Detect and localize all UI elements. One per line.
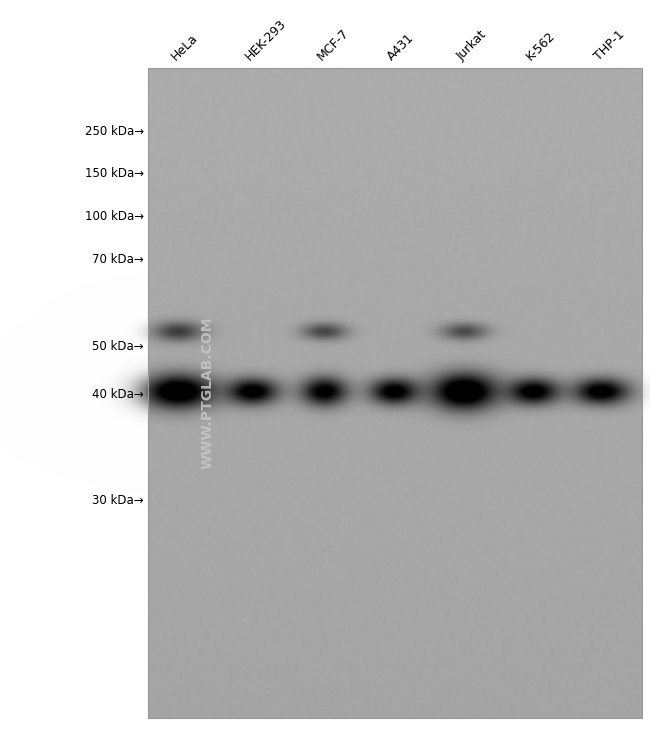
Text: THP-1: THP-1 — [592, 28, 627, 63]
Text: 70 kDa→: 70 kDa→ — [92, 253, 144, 266]
Text: 100 kDa→: 100 kDa→ — [85, 210, 144, 223]
Text: 30 kDa→: 30 kDa→ — [92, 494, 144, 507]
Text: A431: A431 — [385, 31, 417, 63]
Text: 250 kDa→: 250 kDa→ — [85, 125, 144, 139]
Bar — [148, 68, 642, 718]
Text: MCF-7: MCF-7 — [315, 26, 352, 63]
Text: HeLa: HeLa — [169, 32, 201, 63]
Text: Jurkat: Jurkat — [455, 28, 489, 63]
Text: 150 kDa→: 150 kDa→ — [85, 167, 144, 180]
Text: K-562: K-562 — [524, 29, 558, 63]
Text: WWW.PTGLAB.COM: WWW.PTGLAB.COM — [200, 317, 214, 469]
Text: 50 kDa→: 50 kDa→ — [92, 339, 144, 353]
Text: HEK-293: HEK-293 — [243, 17, 289, 63]
Text: 40 kDa→: 40 kDa→ — [92, 388, 144, 401]
